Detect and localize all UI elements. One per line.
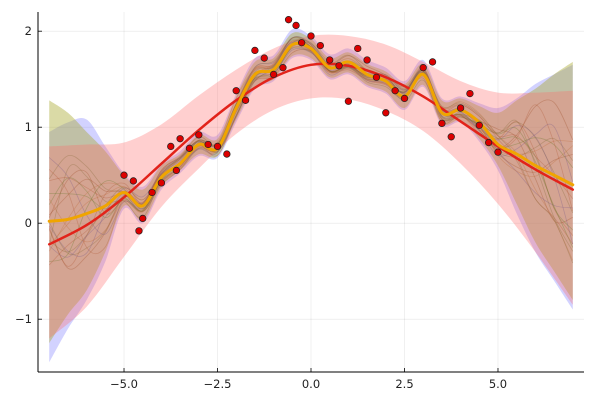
sample-path xyxy=(49,46,574,212)
x-tick-label: −2.5 xyxy=(204,377,232,391)
observation-point xyxy=(213,142,222,151)
x-tick-label: 5.0 xyxy=(489,377,507,391)
observation-point xyxy=(307,32,315,40)
observation-point xyxy=(475,121,483,129)
observation-point xyxy=(204,140,212,149)
observation-point xyxy=(335,62,343,70)
observation-point xyxy=(148,188,156,197)
observation-point xyxy=(269,70,278,79)
y-tick-label: −1 xyxy=(15,312,32,326)
sample-path xyxy=(48,46,574,266)
observation-point xyxy=(326,56,334,64)
y-tick-label: 2 xyxy=(25,24,32,38)
y-tick-labels: −1 0 1 2 xyxy=(15,24,32,326)
observation-point xyxy=(292,21,300,30)
observation-point xyxy=(241,96,250,104)
observation-point xyxy=(354,44,362,53)
observation-points-layer xyxy=(120,16,502,235)
observation-point xyxy=(316,41,324,50)
observation-point xyxy=(139,214,147,223)
mean-lines-layer xyxy=(47,41,575,246)
sample-path xyxy=(48,41,574,267)
sample-path xyxy=(48,44,574,261)
observation-point xyxy=(176,135,184,143)
observation-point xyxy=(223,150,231,158)
observation-point xyxy=(363,56,371,64)
observation-point xyxy=(298,39,306,47)
observation-point xyxy=(419,64,427,72)
observation-point xyxy=(157,179,166,187)
observation-point xyxy=(494,148,502,156)
observation-point xyxy=(372,73,381,81)
axes xyxy=(37,12,584,373)
red-mean-line xyxy=(47,62,575,246)
observation-point xyxy=(251,46,259,55)
observation-point xyxy=(400,94,409,103)
x-tick-label: 2.5 xyxy=(395,377,413,391)
observation-point xyxy=(284,16,293,24)
observation-point xyxy=(344,97,353,105)
grid-lines xyxy=(38,12,584,372)
y-tick-label: 0 xyxy=(25,216,32,230)
x-tick-label: 0.0 xyxy=(302,377,320,391)
observation-point xyxy=(382,109,390,117)
x-tick-labels: −5.0 −2.5 0.0 2.5 5.0 xyxy=(110,377,507,391)
observation-point xyxy=(135,227,143,235)
observation-point xyxy=(279,64,287,72)
observation-point xyxy=(447,133,455,141)
observation-point xyxy=(456,104,465,112)
sample-path xyxy=(48,43,573,216)
y-tick-label: 1 xyxy=(25,120,32,134)
observation-point xyxy=(466,89,474,98)
observation-point xyxy=(232,87,240,95)
observation-point xyxy=(438,119,446,128)
observation-point xyxy=(185,144,194,152)
observation-point xyxy=(129,177,138,185)
orange-mean-line xyxy=(47,41,575,223)
observation-point xyxy=(120,171,128,179)
x-tick-label: −5.0 xyxy=(110,377,138,391)
observation-point xyxy=(484,138,493,147)
observation-point xyxy=(167,142,175,151)
observation-point xyxy=(195,131,203,139)
observation-point xyxy=(172,166,181,175)
observation-point xyxy=(391,87,399,95)
observation-point xyxy=(260,54,268,62)
observation-point xyxy=(428,58,437,66)
